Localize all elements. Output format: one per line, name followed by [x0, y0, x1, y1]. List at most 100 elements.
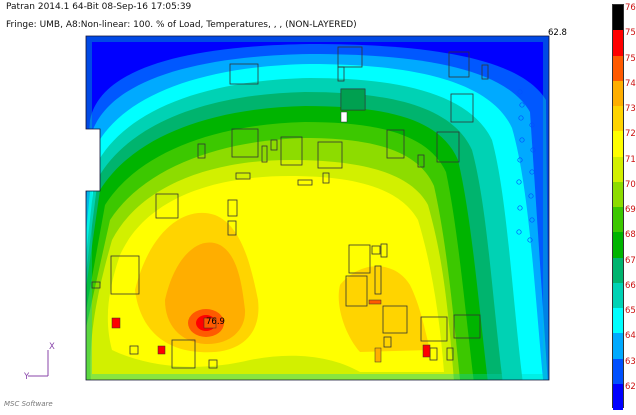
legend-swatch	[613, 80, 623, 107]
footprint	[231, 128, 259, 158]
triad-y-label: Y	[24, 372, 30, 382]
hole	[530, 147, 536, 153]
legend-swatch	[613, 181, 623, 208]
footprint	[91, 281, 101, 289]
hole	[529, 169, 535, 175]
footprint	[171, 339, 196, 369]
coordinate-triad	[28, 350, 49, 377]
hot-component	[422, 344, 431, 358]
footprint	[110, 255, 140, 295]
hole	[516, 179, 522, 185]
legend-swatch	[613, 333, 623, 360]
hot-component	[374, 347, 382, 363]
legend-swatch	[613, 282, 623, 309]
legend-label: 75.9	[625, 28, 636, 39]
legend-swatch	[613, 308, 623, 334]
header-line-2: Fringe: UMB, A8:Non-linear: 100. % of Lo…	[6, 20, 357, 30]
footprint	[317, 141, 343, 169]
hole	[529, 217, 535, 223]
hole	[529, 122, 535, 128]
legend-label: 72.2	[625, 129, 636, 140]
footprint	[348, 244, 371, 274]
hole	[519, 137, 525, 143]
legend-swatch	[613, 5, 623, 31]
footprint	[374, 265, 382, 295]
legend-label: 66.6	[625, 280, 636, 291]
component-footprints	[91, 46, 489, 369]
hole	[517, 157, 523, 163]
legend-label: 62.8	[625, 381, 636, 392]
legend-label: 68.4	[625, 230, 636, 241]
legend-label: 63.8	[625, 356, 636, 367]
coolant-holes	[516, 89, 536, 243]
legend-swatch	[613, 106, 623, 132]
legend-label: 73.1	[625, 104, 636, 114]
max-value-label: 62.8	[548, 28, 567, 38]
footprint	[227, 199, 238, 217]
legend-label: 74.1	[625, 78, 636, 89]
footprint	[261, 145, 268, 163]
footprint	[446, 347, 454, 361]
msc-logo: MSC Software	[4, 400, 53, 408]
footprint	[197, 143, 206, 159]
footprint	[208, 359, 218, 369]
footprint	[235, 172, 251, 180]
footprint	[450, 93, 474, 123]
footprint	[417, 154, 425, 168]
component-hot-fills	[111, 88, 431, 363]
legend-swatch	[613, 156, 623, 183]
legend-label: 65.6	[625, 306, 636, 316]
footprint	[448, 51, 470, 78]
footprint	[280, 136, 303, 166]
hole	[527, 237, 533, 243]
local-value-label: 76.9	[206, 317, 225, 327]
footprint	[345, 275, 368, 307]
footprint	[337, 46, 363, 68]
hole	[518, 115, 524, 121]
legend-swatch	[613, 257, 623, 284]
hole	[517, 89, 523, 95]
triad-x-label: X	[49, 342, 55, 352]
legend-label: 76.9	[625, 3, 636, 13]
footprint	[382, 305, 408, 334]
domain-outline	[85, 35, 550, 381]
footprint	[371, 245, 381, 255]
legend-label: 71.3	[625, 154, 636, 165]
hot-component	[203, 317, 217, 329]
fringe-plot	[28, 35, 550, 381]
legend-swatch	[613, 383, 623, 410]
legend-swatch	[613, 30, 623, 57]
legend-swatch	[613, 358, 623, 385]
footprint	[380, 243, 388, 258]
footprint	[453, 314, 481, 339]
footprint	[420, 316, 448, 342]
hole	[519, 102, 525, 108]
footprint	[270, 139, 278, 151]
footprint	[297, 179, 313, 186]
footprint	[337, 66, 345, 82]
footprint	[322, 172, 330, 184]
footprint	[229, 63, 259, 85]
legend-label: 67.5	[625, 255, 636, 266]
hole	[517, 205, 523, 211]
footprint	[155, 193, 179, 219]
footprint	[481, 64, 489, 80]
hot-component	[111, 317, 121, 329]
legend-label: 70.3	[625, 179, 636, 190]
legend-swatch	[613, 55, 623, 82]
footprint	[436, 131, 460, 163]
hot-component	[340, 111, 348, 123]
legend-label: 64.7	[625, 331, 636, 342]
legend-swatch	[613, 131, 623, 158]
band-orange	[165, 242, 246, 345]
legend-label: 69.4	[625, 205, 636, 215]
hot-component	[340, 88, 366, 111]
footprint	[383, 336, 392, 348]
legend-swatch	[613, 232, 623, 259]
footprint	[227, 220, 237, 236]
hot-component	[157, 345, 166, 355]
header-line-1: Patran 2014.1 64-Bit 08-Sep-16 17:05:39	[6, 2, 192, 12]
legend-label: 75.0	[625, 53, 636, 64]
legend-swatch	[613, 207, 623, 233]
footprint	[386, 129, 405, 159]
